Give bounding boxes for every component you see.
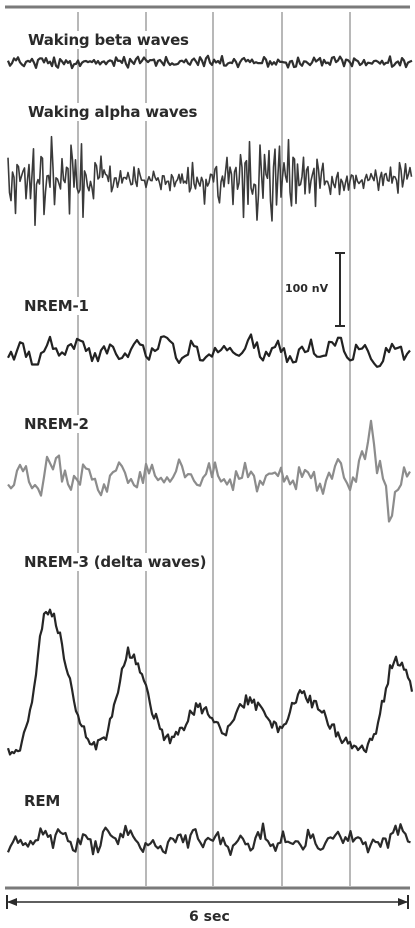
time-gridlines <box>77 12 351 886</box>
trace-nrem1 <box>7 333 411 368</box>
trace-nrem2 <box>7 419 411 523</box>
eeg-traces <box>6 54 414 857</box>
time-axis <box>6 895 409 909</box>
label-rem: REM <box>22 792 63 810</box>
trace-alpha <box>7 135 413 226</box>
trace-nrem3 <box>6 608 414 756</box>
time-axis-label: 6 sec <box>189 909 230 925</box>
label-nrem1: NREM-1 <box>22 297 91 315</box>
label-beta: Waking beta waves <box>26 31 191 49</box>
trace-beta <box>6 54 413 70</box>
label-nrem2: NREM-2 <box>22 415 91 433</box>
scale-bar <box>335 252 345 327</box>
label-alpha: Waking alpha waves <box>26 103 200 121</box>
trace-rem <box>6 822 411 857</box>
label-nrem3: NREM-3 (delta waves) <box>22 553 209 571</box>
scale-bar-label: 100 nV <box>285 282 329 295</box>
